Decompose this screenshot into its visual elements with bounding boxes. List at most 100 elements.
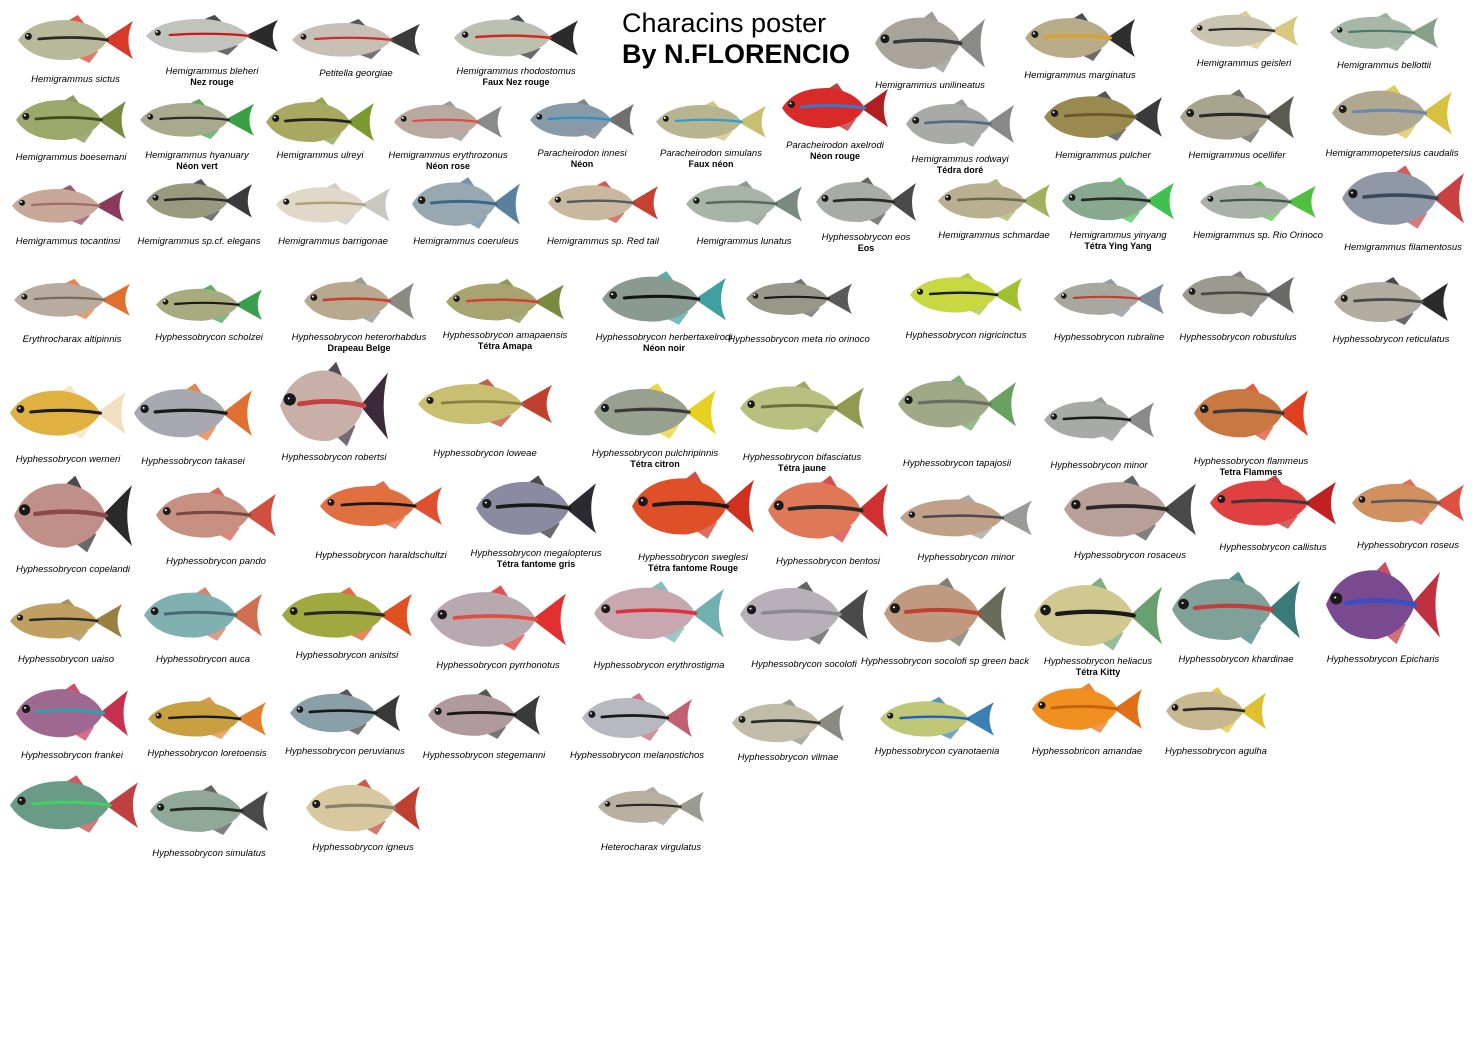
species-caption: Paracheirodon innesi Néon xyxy=(472,148,692,170)
fish-body xyxy=(880,701,969,737)
species-common-name: Tédra doré xyxy=(936,165,984,175)
caudal-fin xyxy=(1410,572,1440,638)
species-latin-name: Hyphessobrycon callistus xyxy=(1219,542,1327,553)
fish-body xyxy=(768,482,862,539)
fish-body xyxy=(602,276,699,322)
fish-illustration xyxy=(1330,12,1438,52)
fish-eye xyxy=(1358,496,1366,503)
species-card: Hyphessobrycon agulha xyxy=(1165,686,1326,757)
lateral-stripe xyxy=(1054,609,1136,618)
species-common-name: Tétra Kitty xyxy=(1075,667,1121,677)
species-common-name: Tétra Amapa xyxy=(477,341,533,351)
species-card: Hemigrammus unilineatus xyxy=(875,10,1035,91)
species-caption: Heterocharax virgulatus xyxy=(541,842,761,853)
species-caption: Hyphessobrycon melanostichos xyxy=(527,750,747,761)
fish-eye xyxy=(1171,704,1179,711)
lateral-stripe xyxy=(284,118,352,124)
fish-illustration xyxy=(602,271,726,325)
species-latin-name: Hemigrammus ocellifer xyxy=(1188,150,1286,161)
species-card: Hemigrammus boesemani xyxy=(16,94,176,163)
fish-body xyxy=(582,697,668,739)
fish-illustration xyxy=(304,276,414,324)
anal-fin xyxy=(690,521,718,539)
lateral-stripe xyxy=(615,803,682,808)
lateral-stripe xyxy=(928,291,999,297)
caudal-fin xyxy=(663,699,692,737)
lateral-stripe xyxy=(159,116,231,121)
fish-illustration xyxy=(1326,561,1440,645)
species-caption: Hyphessobrycon copelandi xyxy=(0,564,183,575)
caudal-fin xyxy=(629,186,658,220)
species-latin-name: Hyphessobrycon stegemanni xyxy=(422,750,546,761)
fish-eye xyxy=(773,500,784,511)
caudal-fin xyxy=(815,704,844,742)
fish-body xyxy=(134,389,227,438)
fish-body xyxy=(292,23,392,57)
lateral-stripe xyxy=(163,197,230,203)
caudal-fin xyxy=(565,483,596,534)
species-latin-name: Hyphessobrycon takasei xyxy=(141,456,245,467)
species-card: Hyphessobrycon werneri xyxy=(10,384,170,465)
anal-fin xyxy=(1381,41,1406,52)
anal-fin xyxy=(954,416,981,431)
fish-body xyxy=(1166,691,1244,731)
fish-body xyxy=(276,187,365,223)
species-latin-name: Hyphessobrycon igneus xyxy=(312,842,414,853)
fish-body xyxy=(454,19,551,57)
species-latin-name: Hyphessobrycon minor xyxy=(917,552,1015,563)
fish-body xyxy=(1025,17,1111,59)
species-card: Hyphessobrycon heliacus Tétra Kitty xyxy=(1034,576,1194,677)
species-card: Hyphessobrycon flammeus Tetra Flammes xyxy=(1194,382,1354,477)
caudal-fin xyxy=(1125,402,1154,438)
species-latin-name: Hyphessobrycon cyanotaenia xyxy=(874,746,1000,757)
species-latin-name: Hyphessobrycon sweglesi xyxy=(638,552,748,563)
fish-eye xyxy=(147,113,154,120)
caudal-fin xyxy=(105,782,138,828)
species-caption: Hyphessobrycon socolofi sp green back xyxy=(835,656,1055,667)
lateral-stripe xyxy=(168,32,251,37)
species-common-name: Néon vert xyxy=(176,161,218,171)
fish-illustration xyxy=(740,581,868,645)
species-caption: Hyphessobrycon agulha xyxy=(1106,746,1326,757)
fish-illustration xyxy=(1342,165,1464,229)
species-latin-name: Hyphessobrycon socolofi xyxy=(751,659,857,670)
species-latin-name: Hyphessobrycon heterorhabdus xyxy=(291,332,427,343)
caudal-fin xyxy=(1264,95,1294,139)
species-caption: Hyphessobrycon rubraline xyxy=(999,332,1219,343)
anal-fin xyxy=(331,425,356,447)
fish-illustration xyxy=(1062,176,1174,224)
fish-illustration xyxy=(10,598,122,642)
species-card: Hyphessobrycon frankei xyxy=(16,682,176,761)
species-latin-name: Hyphessobrycon frankei xyxy=(21,750,123,761)
species-card: Hemigrammus sp. Rio Orinoco xyxy=(1193,180,1360,241)
fish-eye xyxy=(310,294,318,301)
caudal-fin xyxy=(1113,689,1142,729)
fish-illustration xyxy=(14,475,132,553)
caudal-fin xyxy=(1421,91,1452,135)
caudal-fin xyxy=(772,186,802,222)
fish-eye xyxy=(155,712,162,719)
caudal-fin xyxy=(1278,390,1308,436)
species-caption: Hyphessobrycon Epicharis xyxy=(1273,654,1475,665)
species-card: Hemigrammus sp.cf. elegans xyxy=(137,178,306,247)
species-common-name: Néon rouge xyxy=(809,151,860,161)
species-card: Hemigrammus bleheri Nez rouge xyxy=(146,14,306,87)
anal-fin xyxy=(927,57,952,73)
fish-eye xyxy=(482,498,492,509)
fish-illustration xyxy=(134,383,252,441)
species-caption: Hyphessobrycon cyanotaenia xyxy=(827,746,1047,757)
fish-illustration xyxy=(900,494,1032,540)
lateral-stripe xyxy=(153,408,228,415)
species-common-name: Faux Nez rouge xyxy=(482,77,550,87)
fish-eye xyxy=(154,29,161,36)
fish-illustration xyxy=(530,98,634,140)
fish-illustration xyxy=(1166,686,1266,734)
fish-illustration xyxy=(148,696,266,740)
fish-illustration xyxy=(418,379,552,427)
fish-eye xyxy=(1336,27,1343,33)
anal-fin xyxy=(206,822,233,835)
species-common-name: Faux néon xyxy=(688,159,734,169)
anal-fin xyxy=(1100,128,1127,141)
species-card: Hyphessobrycon anisitsi xyxy=(282,586,442,661)
species-card: Hemigrammus sp. Red tail xyxy=(547,180,708,247)
